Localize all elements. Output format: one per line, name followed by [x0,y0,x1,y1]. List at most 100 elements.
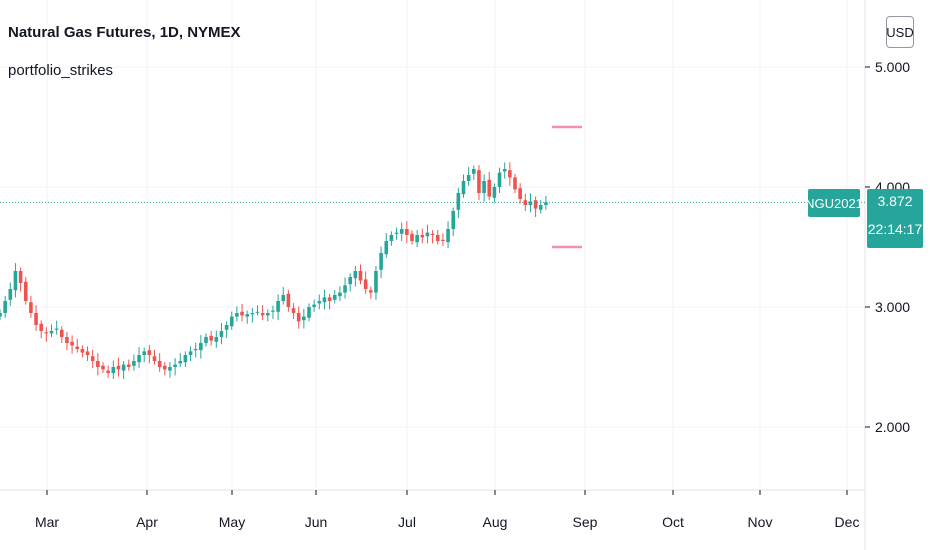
candle-body [173,364,177,367]
x-tick-label: May [219,514,245,530]
x-tick-label: Dec [835,514,860,530]
candle-body [39,323,43,331]
candle-body [307,307,311,318]
x-tick-label: Nov [748,514,773,530]
candle-body [394,232,399,234]
candle-body [533,200,538,209]
chart-title: Natural Gas Futures, 1D, NYMEX [8,24,241,41]
candle-body [44,332,49,334]
candle-body [389,235,394,241]
candle-body [209,335,213,341]
candle-body [214,337,219,342]
candle-body [358,271,363,281]
chart-grid [0,0,865,490]
y-tick-label: 2.000 [875,419,910,435]
candle-body [23,281,28,301]
candle-body [379,253,383,270]
candle-body [446,229,450,243]
candle-body [477,170,481,193]
candles [0,162,548,379]
x-tick-label: Jul [398,514,416,530]
candle-body [116,365,121,370]
candle-body [363,279,368,289]
candle-body [538,205,543,210]
candle-body [353,271,358,279]
candle-body [0,313,2,317]
candle-body [271,310,275,312]
candle-body [34,313,38,325]
candle-body [497,172,502,187]
candle-body [461,181,466,195]
last-price-value: 3.872 [877,193,913,209]
candle-body [204,337,208,343]
x-tick-label: Sep [573,514,598,530]
candle-body [513,177,517,190]
candle-body [281,295,286,301]
candle-body [286,293,291,307]
candle-body [302,316,306,321]
bar-countdown: 22:14:17 [867,221,923,237]
candle-body [70,341,74,346]
candle-body [147,350,152,355]
candle-body [188,351,193,355]
x-tick-label: Oct [662,514,684,530]
candle-body [168,367,172,371]
candle-body [132,361,136,366]
candle-body [126,364,131,367]
candle-body [235,313,239,317]
candle-body [317,301,322,304]
candle-body [229,316,234,327]
candle-body [224,325,229,330]
candle-body [466,175,471,181]
candle-body [410,233,414,241]
candle-body [260,313,265,316]
candle-body [8,289,13,300]
candle-body [152,356,157,361]
candle-body [291,308,296,313]
candle-body [65,337,69,343]
candle-body [451,211,455,229]
x-tick-label: Jun [305,514,328,530]
candle-body [374,271,378,293]
candle-body [106,370,110,373]
candle-body [312,304,316,307]
candle-body [415,235,419,243]
candle-body [29,302,33,313]
candle-body [399,229,404,234]
candle-body [240,311,244,316]
y-tick-label: 5.000 [875,59,910,75]
candle-body [60,329,64,337]
indicator-name[interactable]: portfolio_strikes [8,62,114,79]
candle-body [75,346,80,349]
currency-button[interactable]: USD [886,16,914,48]
candle-body [492,187,497,198]
y-tick-label: 3.000 [875,299,910,315]
candle-body [430,233,435,235]
candle-body [183,355,188,363]
candle-body [405,229,409,235]
candle-body [178,361,183,364]
candle-body [193,349,198,351]
candle-body [101,365,105,370]
candle-body [456,193,461,210]
candle-body [348,277,352,285]
strike-lines [552,125,582,249]
candle-body [369,290,373,293]
symbol-label: NGU2021 [805,189,863,217]
candle-body [219,331,224,337]
candle-body [508,170,512,178]
candle-body [49,331,54,334]
candle-body [420,235,425,238]
candle-body [425,232,430,237]
candle-body [332,295,337,300]
candle-body [322,297,327,303]
candle-body [96,361,100,367]
candle-body [111,367,116,373]
candle-body [384,241,389,255]
candle-body [518,188,522,199]
candle-body [435,235,440,241]
candle-body [163,365,167,370]
x-tick-label: Apr [136,514,158,530]
candle-body [327,297,332,301]
